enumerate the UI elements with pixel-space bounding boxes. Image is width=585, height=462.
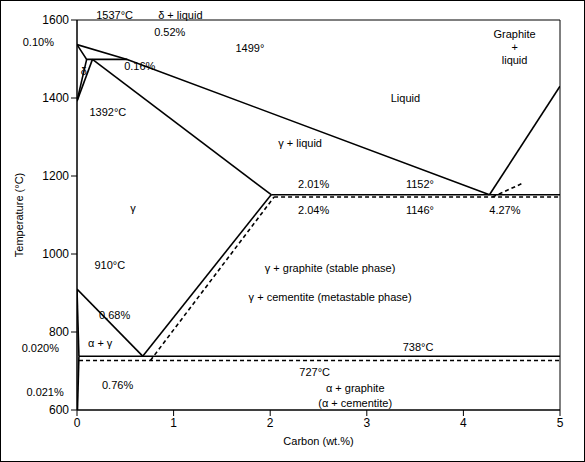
svg-text:γ + liquid: γ + liquid [278,137,322,149]
svg-text:Temperature (°C): Temperature (°C) [13,173,25,257]
svg-text:4: 4 [460,416,467,430]
svg-text:Graphite+liquid: Graphite+liquid [493,28,535,66]
svg-text:0.021%: 0.021% [26,386,64,398]
svg-text:2: 2 [267,416,274,430]
svg-text:0.68%: 0.68% [99,309,130,321]
svg-text:0: 0 [74,416,81,430]
svg-text:3: 3 [363,416,370,430]
svg-text:δ: δ [81,65,87,77]
svg-text:α + γ: α + γ [88,337,113,349]
svg-text:0.76%: 0.76% [102,379,133,391]
svg-text:γ + cementite (metastable phas: γ + cementite (metastable phase) [249,291,412,303]
svg-text:2.01%: 2.01% [298,178,329,190]
svg-text:1146°: 1146° [406,204,434,216]
svg-text:5: 5 [557,416,564,430]
svg-text:1: 1 [170,416,177,430]
svg-text:600: 600 [49,403,69,417]
svg-text:γ: γ [130,202,136,214]
svg-text:1000: 1000 [42,247,69,261]
svg-text:1600: 1600 [42,13,69,27]
svg-text:727°C: 727°C [299,366,330,378]
svg-text:4.27%: 4.27% [489,204,520,216]
svg-text:0.020%: 0.020% [22,342,60,354]
svg-text:1152°: 1152° [406,178,434,190]
svg-text:(α + cementite): (α + cementite) [318,397,392,409]
svg-text:0.16%: 0.16% [124,60,155,72]
svg-text:2.04%: 2.04% [298,204,329,216]
svg-text:1392°C: 1392°C [89,106,126,118]
svg-text:800: 800 [49,325,69,339]
svg-text:1200: 1200 [42,169,69,183]
svg-text:1499°: 1499° [235,42,264,54]
svg-text:1400: 1400 [42,91,69,105]
svg-text:α + graphite: α + graphite [326,382,385,394]
svg-text:910°C: 910°C [94,259,125,271]
svg-text:Liquid: Liquid [391,92,420,104]
svg-text:Carbon (wt.%): Carbon (wt.%) [283,435,353,447]
svg-text:γ + graphite (stable phase): γ + graphite (stable phase) [265,262,396,274]
svg-text:0.10%: 0.10% [23,36,54,48]
svg-text:0.52%: 0.52% [154,26,185,38]
svg-text:1537°C: 1537°C [96,9,133,21]
svg-text:δ + liquid: δ + liquid [158,9,202,21]
svg-text:738°C: 738°C [403,341,434,353]
